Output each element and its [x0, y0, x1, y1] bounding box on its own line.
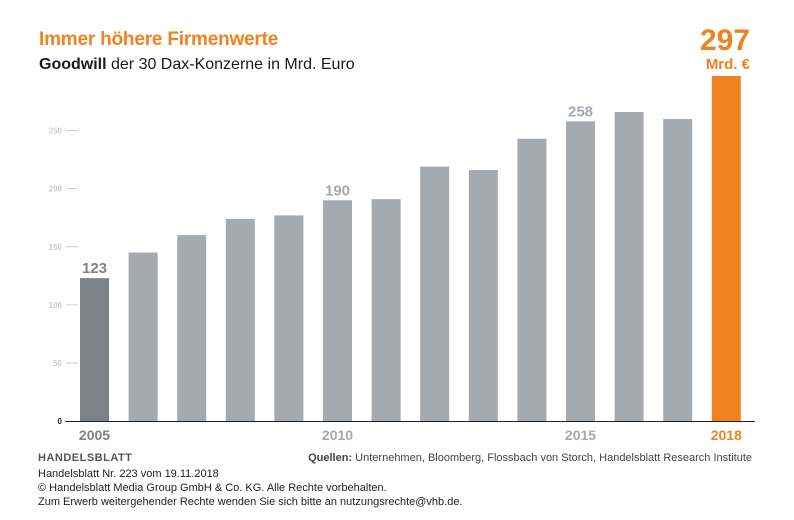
bar-2007: [177, 235, 207, 421]
y-tick-label: 50: [53, 359, 62, 368]
subtitle-bold: Goodwill: [39, 56, 107, 73]
x-tick-label: 2010: [322, 427, 353, 443]
bar-2012: [420, 166, 450, 421]
footer-copyright: © Handelsblatt Media Group GmbH & Co. KG…: [38, 482, 387, 494]
chart-title: Immer höhere Firmenwerte: [39, 29, 279, 50]
y-tick-label: 150: [49, 243, 63, 252]
x-tick-label: 2015: [565, 427, 596, 443]
bar-2006: [128, 252, 158, 421]
y-tick-label: 250: [49, 127, 63, 136]
bar-2005: [80, 278, 109, 421]
footer-rights: Zum Erwerb weitergehender Rechte wenden …: [38, 496, 463, 508]
bar-2016: [614, 112, 644, 421]
subtitle-rest: der 30 Dax-Konzerne in Mrd. Euro: [106, 56, 355, 73]
bar-2017: [663, 118, 693, 421]
sources-text: Unternehmen, Bloomberg, Flossbach von St…: [352, 452, 752, 464]
bar-2009: [274, 215, 304, 421]
x-tick-label: 2018: [711, 427, 742, 443]
y-tick-label: 200: [49, 185, 63, 194]
bar-2015: [566, 121, 595, 421]
chart-subtitle: Goodwill der 30 Dax-Konzerne in Mrd. Eur…: [39, 56, 355, 74]
bar-2014: [517, 138, 547, 421]
y-tick-label: 0: [58, 417, 63, 426]
footer-issue: Handelsblatt Nr. 223 vom 19.11.2018: [38, 468, 219, 480]
bar-2018: [711, 76, 741, 421]
bar-2010: [323, 200, 352, 421]
sources-label: Quellen:: [308, 452, 353, 464]
highlight-unit: Mrd. €: [705, 56, 750, 73]
highlight-value: 297: [699, 24, 750, 57]
value-label: 258: [568, 103, 593, 120]
value-label: 123: [82, 260, 107, 277]
bar-2011: [371, 199, 401, 421]
bar-2013: [468, 170, 498, 421]
y-tick-label: 100: [49, 301, 63, 310]
footer-brand: HANDELSBLATT: [38, 452, 133, 464]
footer-sources: Quellen: Unternehmen, Bloomberg, Flossba…: [308, 452, 752, 464]
x-tick-label: 2005: [79, 427, 110, 443]
value-label: 190: [325, 182, 350, 199]
bar-2008: [225, 218, 255, 421]
